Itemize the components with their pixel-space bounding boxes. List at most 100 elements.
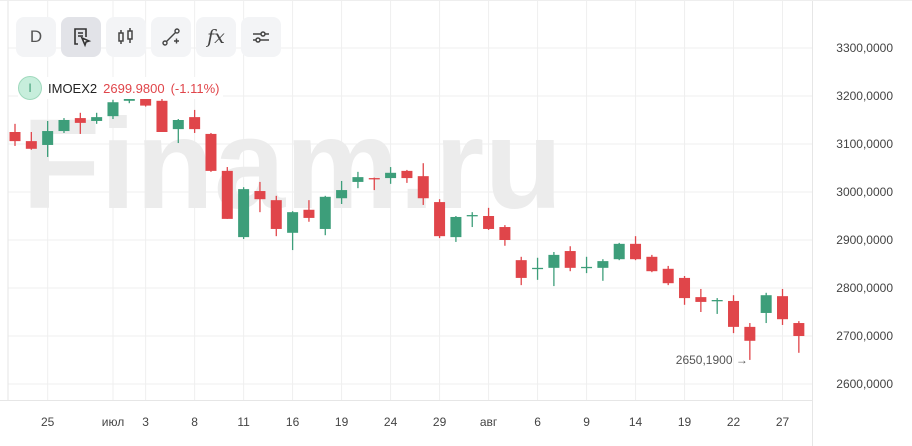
candle-body: [679, 277, 691, 299]
candle-body: [9, 132, 21, 142]
candle: [401, 169, 413, 183]
time-axis-label: 3: [142, 415, 149, 429]
time-axis-label: 29: [433, 415, 447, 429]
chart-legend: I IMOEX2 2699.9800 (-1.11%): [18, 76, 224, 100]
candle: [711, 298, 723, 314]
select-tool-button[interactable]: [61, 17, 101, 57]
document-cursor-icon: [74, 28, 92, 48]
candle: [189, 109, 201, 133]
candle: [42, 120, 54, 157]
candle: [548, 252, 560, 287]
candle-body: [744, 326, 756, 341]
candle: [760, 292, 772, 324]
candle-body: [58, 120, 70, 132]
candle: [303, 200, 315, 222]
interval-label: D: [29, 27, 43, 46]
candle-body: [336, 190, 348, 199]
candle-body: [287, 212, 299, 233]
price-axis-label: 3100,0000: [836, 137, 893, 151]
candle: [9, 123, 21, 146]
candle: [483, 207, 495, 230]
time-axis-label: 22: [727, 415, 741, 429]
candle: [581, 256, 593, 274]
time-axis-label: 6: [534, 415, 541, 429]
chart-toolbar: D fx: [16, 17, 281, 57]
candle-body: [466, 215, 478, 217]
instrument-symbol[interactable]: IMOEX2: [48, 80, 98, 96]
candle: [728, 295, 740, 334]
candle-body: [760, 295, 772, 313]
candle-body: [646, 256, 658, 272]
time-axis-label: 14: [629, 415, 643, 429]
function-icon: fx: [207, 26, 225, 48]
price-change: (-1.11%): [170, 80, 220, 96]
candle-body: [483, 216, 495, 229]
instrument-icon: I: [18, 76, 42, 100]
candle: [532, 257, 544, 280]
candle: [74, 112, 86, 134]
candle: [450, 216, 462, 242]
time-axis-label: 19: [678, 415, 692, 429]
candle-body: [548, 254, 560, 268]
candle: [597, 259, 609, 281]
time-axis-label: 25: [41, 415, 55, 429]
candle-body: [630, 243, 642, 260]
time-axis-label: 9: [583, 415, 590, 429]
candle: [58, 118, 70, 133]
settings-button[interactable]: [241, 17, 281, 57]
candle-body: [25, 141, 37, 149]
time-axis-label: 11: [237, 415, 250, 429]
candle: [319, 195, 331, 236]
indicators-button[interactable]: fx: [196, 17, 236, 57]
candle-body: [777, 296, 789, 320]
drawing-tools-button[interactable]: [151, 17, 191, 57]
line-add-icon: [162, 28, 180, 46]
candle-body: [515, 260, 527, 278]
candle-body: [368, 178, 380, 180]
sliders-icon: [253, 31, 269, 43]
candle-body: [319, 196, 331, 229]
candle-body: [613, 243, 625, 260]
candle-body: [156, 100, 168, 132]
candle-body: [417, 176, 429, 199]
chart-type-button[interactable]: [106, 17, 146, 57]
candle: [564, 246, 576, 272]
price-axis-label: 2700,0000: [836, 329, 893, 343]
candle-body: [42, 131, 54, 145]
candle: [499, 225, 511, 246]
candle: [352, 171, 364, 189]
candle-body: [499, 227, 511, 240]
candle-body: [238, 189, 250, 238]
time-axis-label: июл: [102, 415, 124, 429]
price-axis-label: 3300,0000: [836, 41, 893, 55]
candle: [25, 132, 37, 150]
price-axis-label: 3000,0000: [836, 185, 893, 199]
candle: [630, 236, 642, 261]
candle-body: [352, 177, 364, 182]
candle: [287, 211, 299, 251]
candle: [434, 199, 446, 239]
candle-body: [711, 300, 723, 302]
candle: [515, 256, 527, 286]
candle-body: [385, 172, 397, 179]
min-price-marker: 2650,1900 →: [676, 353, 748, 367]
candle: [156, 98, 168, 132]
candle: [646, 254, 658, 273]
candle-body: [793, 323, 805, 337]
candle-body: [434, 202, 446, 237]
candle-body: [303, 209, 315, 218]
time-axis-label: авг: [480, 415, 498, 429]
candle-body: [172, 120, 184, 130]
time-axis-label: 27: [776, 415, 790, 429]
candle: [793, 321, 805, 353]
candle: [107, 99, 119, 120]
candle-body: [401, 170, 413, 179]
candle-body: [221, 170, 233, 219]
interval-button[interactable]: D: [16, 17, 56, 57]
candle: [679, 276, 691, 305]
candle: [613, 242, 625, 261]
candle-body: [254, 191, 266, 200]
candle-body: [662, 268, 674, 284]
candle-body: [728, 300, 740, 327]
